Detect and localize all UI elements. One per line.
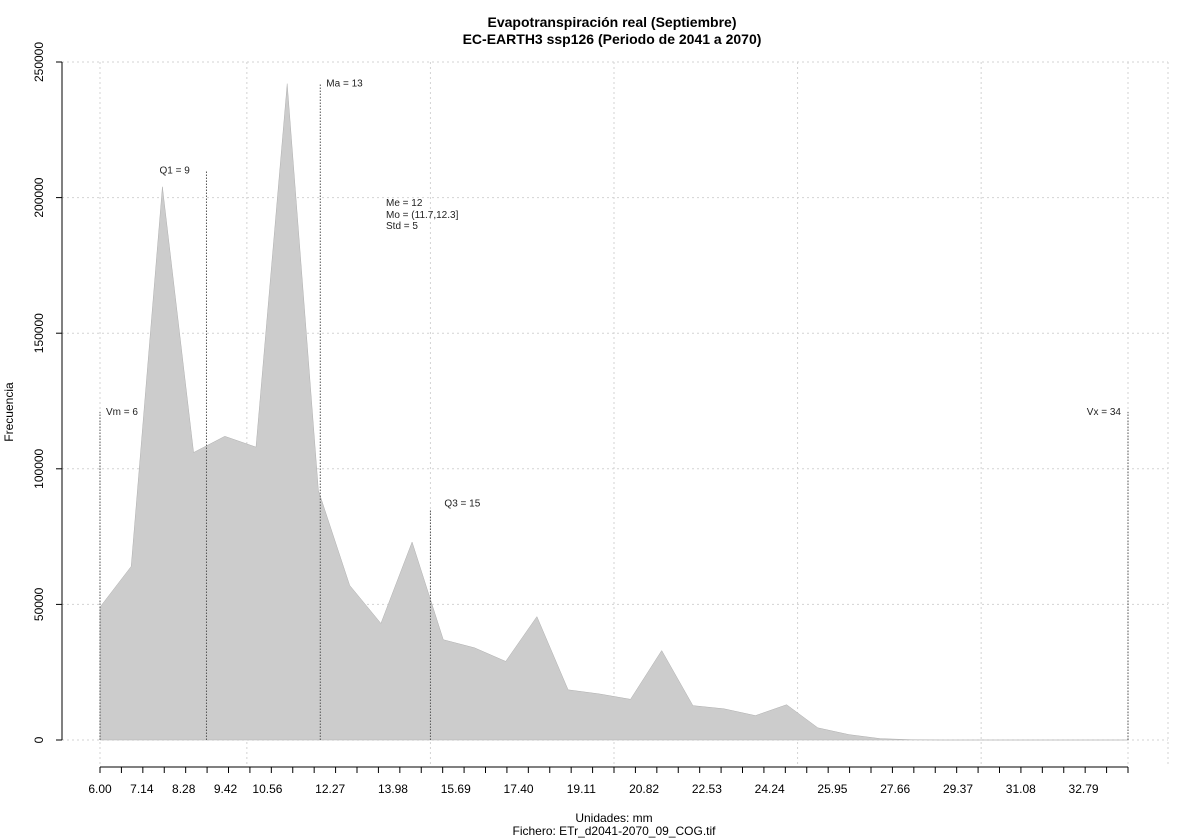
marker-label: Q1 = 9 <box>159 165 190 176</box>
x-tick-label: 22.53 <box>692 782 722 796</box>
stat-mode: Mo = (11.7,12.3] <box>386 210 459 221</box>
x-tick-label: 17.40 <box>504 782 534 796</box>
y-axis: 0 50000 100000 150000 200000 250000 <box>32 42 63 743</box>
file-footer: Fichero: ETr_d2041-2070_09_COG.tif <box>513 824 717 838</box>
marker-label: Q3 = 15 <box>444 498 480 509</box>
stat-std: Std = 5 <box>386 221 418 232</box>
x-tick-label: 31.08 <box>1006 782 1036 796</box>
x-tick-label: 13.98 <box>378 782 408 796</box>
x-tick-label: 9.42 <box>214 782 238 796</box>
x-tick-label: 19.11 <box>567 782 596 796</box>
x-tick-label: 6.00 <box>88 782 112 796</box>
y-axis-label: Frecuencia <box>2 382 16 442</box>
x-tick-label: 8.28 <box>172 782 196 796</box>
frequency-area <box>99 83 1128 741</box>
marker-lines: Vm = 6 Q1 = 9 Ma = 13 Q3 = 15 Vx = 34 <box>99 79 1129 740</box>
chart-title: Evapotranspiración real (Septiembre) <box>488 14 737 30</box>
x-tick-label: 25.95 <box>817 782 847 796</box>
chart-subtitle: EC-EARTH3 ssp126 (Periodo de 2041 a 2070… <box>463 31 762 47</box>
x-tick-label: 20.82 <box>629 782 659 796</box>
x-tick-label: 24.24 <box>755 782 785 796</box>
marker-label: Vm = 6 <box>106 407 138 418</box>
y-tick-label: 150000 <box>32 313 46 353</box>
x-tick-label: 29.37 <box>943 782 973 796</box>
x-tick-label: 32.79 <box>1069 782 1099 796</box>
y-tick-label: 0 <box>32 736 46 743</box>
x-axis: 6.00 7.14 8.28 9.42 10.56 12.27 13.98 15.69 17.4… <box>88 766 1129 796</box>
x-tick-label: 15.69 <box>441 782 471 796</box>
y-tick-label: 200000 <box>32 177 46 217</box>
y-tick-label: 250000 <box>32 42 46 82</box>
x-axis-label: Unidades: mm <box>575 811 652 825</box>
x-tick-label: 27.66 <box>880 782 910 796</box>
marker-label: Vx = 34 <box>1087 407 1122 418</box>
stat-median: Me = 12 <box>386 198 423 209</box>
y-tick-label: 50000 <box>32 587 46 621</box>
x-tick-label: 7.14 <box>130 782 154 796</box>
y-tick-label: 100000 <box>32 448 46 488</box>
x-tick-label: 12.27 <box>315 782 345 796</box>
x-tick-label: 10.56 <box>252 782 282 796</box>
marker-label: Ma = 13 <box>326 79 363 90</box>
